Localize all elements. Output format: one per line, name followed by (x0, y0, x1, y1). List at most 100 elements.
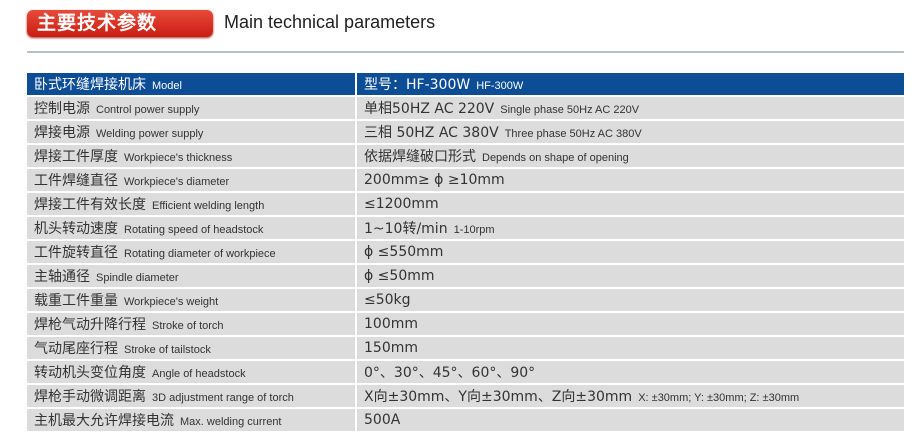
param-value: ϕ ≤550mm (356, 240, 904, 265)
param-value: 单相50HZ AC 220V Single phase 50Hz AC 220V (356, 96, 904, 121)
table-row: 焊接电源 Welding power supply 三相 50HZ AC 380V T… (27, 120, 904, 145)
label-zh: 工件旋转直径 (34, 245, 118, 261)
value-zh: 100mm (364, 316, 418, 332)
label-en: Rotating speed of headstock (124, 224, 264, 236)
value-zh: 依据焊缝破口形式 (364, 149, 476, 165)
param-label: 卧式环缝焊接机床 Model (27, 73, 357, 97)
table-row: 焊接工件厚度 Workpiece's thickness 依据焊缝破口形式 Depen… (27, 144, 904, 169)
table-header-row: 卧式环缝焊接机床 Model 型号：HF-300W HF-300W (27, 73, 904, 97)
label-en: Spindle diameter (96, 272, 179, 284)
table-row: 主机最大允许焊接电流 Max. welding current 500A (27, 408, 904, 433)
label-zh: 焊接电源 (34, 125, 90, 141)
param-label: 工件旋转直径 Rotating diameter of workpiece (27, 240, 357, 265)
param-value: ≤1200mm (356, 192, 904, 217)
table-row: 主轴通径 Spindle diameter ϕ ≤50mm (27, 264, 904, 289)
label-zh: 焊接工件有效长度 (34, 197, 146, 213)
label-en: Max. welding current (180, 416, 282, 428)
value-en: Depends on shape of opening (482, 152, 629, 164)
label-zh: 载重工件重量 (34, 293, 118, 309)
param-label: 焊接工件有效长度 Efficient welding length (27, 192, 357, 217)
value-zh: 型号：HF-300W (364, 77, 471, 93)
param-value: ≤50kg (356, 288, 904, 313)
param-label: 气动尾座行程 Stroke of tailstock (27, 336, 357, 361)
label-en: Welding power supply (96, 128, 204, 140)
param-value: 0°、30°、45°、60°、90° (356, 360, 904, 385)
table-row: 机头转动速度 Rotating speed of headstock 1~10转/m… (27, 216, 904, 241)
value-zh: 200mm≥ ϕ ≥10mm (364, 172, 505, 188)
value-en: X: ±30mm; Y: ±30mm; Z: ±30mm (638, 392, 800, 404)
value-zh: ≤1200mm (364, 196, 439, 212)
param-value: 100mm (356, 312, 904, 337)
table-row: 焊枪气动升降行程 Stroke of torch 100mm (27, 312, 904, 337)
value-zh: ≤50kg (364, 292, 411, 308)
value-zh: 150mm (364, 340, 418, 356)
label-zh: 主轴通径 (34, 269, 90, 285)
section-badge: 主要技术参数 (27, 10, 213, 37)
param-value: 型号：HF-300W HF-300W (356, 73, 904, 97)
param-label: 焊接工件厚度 Workpiece's thickness (27, 144, 357, 169)
value-zh: 500A (364, 412, 401, 428)
param-label: 载重工件重量 Workpiece's weight (27, 288, 357, 313)
param-label: 焊枪手动微调距离 3D adjustment range of torch (27, 384, 357, 409)
param-value: 150mm (356, 336, 904, 361)
label-en: 3D adjustment range of torch (152, 392, 294, 404)
label-zh: 转动机头变位角度 (34, 365, 146, 381)
param-value: 1~10转/min 1-10rpm (356, 216, 904, 241)
value-en: Three phase 50Hz AC 380V (504, 128, 642, 140)
param-value: 500A (356, 408, 904, 433)
value-en: HF-300W (476, 80, 524, 92)
label-zh: 工件焊缝直径 (34, 173, 118, 189)
label-zh: 卧式环缝焊接机床 (34, 77, 146, 93)
label-zh: 气动尾座行程 (34, 341, 118, 357)
param-label: 焊枪气动升降行程 Stroke of torch (27, 312, 357, 337)
value-en: 1-10rpm (453, 224, 495, 236)
table-row: 载重工件重量 Workpiece's weight ≤50kg (27, 288, 904, 313)
section-title: Main technical parameters (224, 12, 436, 32)
value-zh: X向±30mm、Y向±30mm、Z向±30mm (364, 389, 633, 405)
param-label: 主机最大允许焊接电流 Max. welding current (27, 408, 357, 433)
label-en: Workpiece's thickness (124, 152, 233, 164)
table-row: 工件旋转直径 Rotating diameter of workpiece ϕ ≤5… (27, 240, 904, 265)
label-en: Workpiece's diameter (124, 176, 230, 188)
param-value: 依据焊缝破口形式 Depends on shape of opening (356, 144, 904, 169)
param-value: ϕ ≤50mm (356, 264, 904, 289)
label-en: Model (152, 80, 182, 92)
value-zh: 单相50HZ AC 220V (364, 101, 495, 117)
label-zh: 控制电源 (34, 101, 90, 117)
value-zh: 0°、30°、45°、60°、90° (364, 365, 536, 381)
value-zh: 1~10转/min (364, 221, 448, 237)
value-zh: ϕ ≤550mm (364, 244, 444, 260)
label-en: Rotating diameter of workpiece (124, 248, 276, 260)
param-value: 三相 50HZ AC 380V Three phase 50Hz AC 380V (356, 120, 904, 145)
label-en: Angle of headstock (152, 368, 246, 380)
param-value: X向±30mm、Y向±30mm、Z向±30mm X: ±30mm; Y: ±30m… (356, 384, 904, 409)
label-en: Workpiece's weight (124, 296, 219, 308)
label-zh: 主机最大允许焊接电流 (34, 413, 174, 429)
param-label: 转动机头变位角度 Angle of headstock (27, 360, 357, 385)
parameters-table: 卧式环缝焊接机床 Model 型号：HF-300W HF-300W 控制电源 Cont… (27, 73, 904, 433)
table-row: 气动尾座行程 Stroke of tailstock 150mm (27, 336, 904, 361)
table-row: 焊接工件有效长度 Efficient welding length ≤1200mm (27, 192, 904, 217)
table-row: 焊枪手动微调距离 3D adjustment range of torch X向±3… (27, 384, 904, 409)
table-row: 工件焊缝直径 Workpiece's diameter 200mm≥ ϕ ≥10mm (27, 168, 904, 193)
label-en: Stroke of tailstock (124, 344, 211, 356)
value-en: Single phase 50Hz AC 220V (500, 104, 640, 116)
param-label: 工件焊缝直径 Workpiece's diameter (27, 168, 357, 193)
label-en: Stroke of torch (152, 320, 224, 332)
label-zh: 焊枪手动微调距离 (34, 389, 146, 405)
table-row: 转动机头变位角度 Angle of headstock 0°、30°、45°、60°… (27, 360, 904, 385)
divider (27, 51, 904, 53)
label-zh: 焊枪气动升降行程 (34, 317, 146, 333)
label-en: Efficient welding length (152, 200, 265, 212)
param-label: 主轴通径 Spindle diameter (27, 264, 357, 289)
label-zh: 焊接工件厚度 (34, 149, 118, 165)
value-zh: 三相 50HZ AC 380V (364, 125, 499, 141)
param-value: 200mm≥ ϕ ≥10mm (356, 168, 904, 193)
param-label: 控制电源 Control power supply (27, 96, 357, 121)
param-label: 机头转动速度 Rotating speed of headstock (27, 216, 357, 241)
param-label: 焊接电源 Welding power supply (27, 120, 357, 145)
label-en: Control power supply (96, 104, 200, 116)
value-zh: ϕ ≤50mm (364, 268, 435, 284)
table-row: 控制电源 Control power supply 单相50HZ AC 220V Si… (27, 96, 904, 121)
label-zh: 机头转动速度 (34, 221, 118, 237)
